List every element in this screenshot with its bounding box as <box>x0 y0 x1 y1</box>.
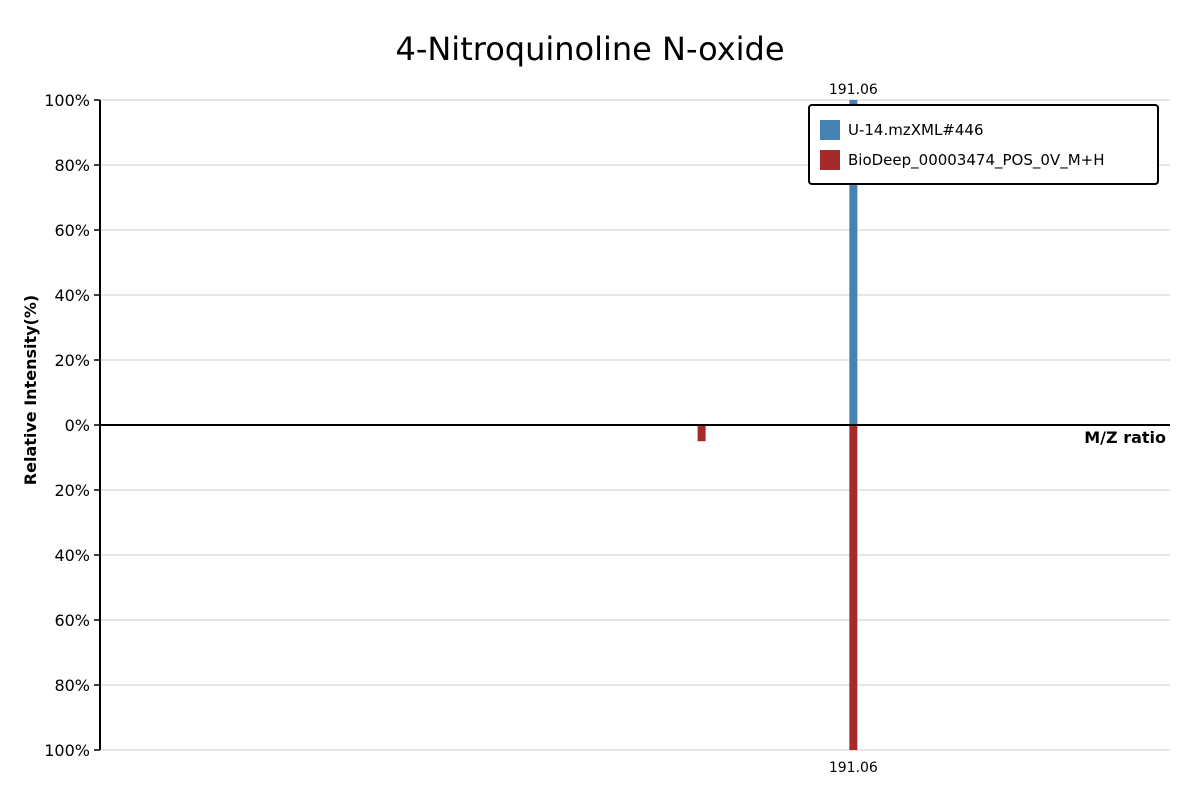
peak-labels: 191.06 191.06 <box>829 82 878 776</box>
y-tick-label: 80% <box>54 156 90 175</box>
legend: U-14.mzXML#446 BioDeep_00003474_POS_0V_M… <box>808 104 1159 185</box>
legend-box <box>808 104 1159 185</box>
x-axis-label: M/Z ratio <box>1084 428 1166 447</box>
legend-label-1: U-14.mzXML#446 <box>848 121 984 139</box>
chart-title: 4-Nitroquinoline N-oxide <box>395 30 784 68</box>
y-tick-label: 60% <box>54 221 90 240</box>
peak-bar <box>849 425 858 750</box>
peak-label: 191.06 <box>829 760 878 776</box>
y-tick-label: 100% <box>44 741 90 760</box>
peak-label: 191.06 <box>829 82 878 98</box>
y-tick-label: 100% <box>44 91 90 110</box>
y-tick-label: 20% <box>54 351 90 370</box>
legend-swatch-1 <box>820 120 840 140</box>
legend-swatch-2 <box>820 150 840 170</box>
y-axis-label: Relative Intensity(%) <box>21 295 40 485</box>
y-axis-ticks: 100% 80% 60% 40% 20% 0% 20% 40% 60% 80% 100% <box>44 91 100 760</box>
y-tick-label: 20% <box>54 481 90 500</box>
legend-label-2: BioDeep_00003474_POS_0V_M+H <box>848 151 1104 170</box>
y-tick-label: 40% <box>54 546 90 565</box>
y-tick-label: 60% <box>54 611 90 630</box>
y-tick-label: 40% <box>54 286 90 305</box>
peak-bar <box>849 100 858 425</box>
gridlines <box>100 99 1170 751</box>
peak-bar <box>697 425 706 442</box>
y-tick-label: 0% <box>65 416 90 435</box>
peak-bars <box>697 100 858 750</box>
y-tick-label: 80% <box>54 676 90 695</box>
